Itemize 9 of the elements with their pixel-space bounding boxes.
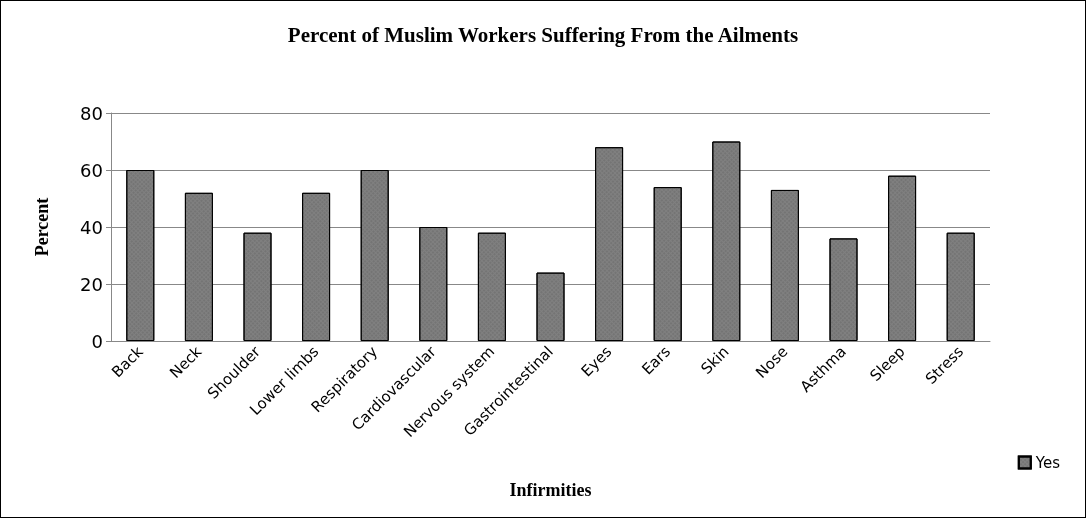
y-tick-label: 20 <box>80 273 103 295</box>
y-axis-title: Percent <box>32 197 52 257</box>
legend-label: Yes <box>1034 453 1061 472</box>
y-tick-label: 0 <box>91 330 103 352</box>
y-tick-label: 40 <box>80 216 103 238</box>
x-axis-title: Infirmities <box>509 480 592 500</box>
y-tick-label: 60 <box>80 159 103 181</box>
chart-title: Percent of Muslim Workers Suffering From the Ailments <box>287 22 799 47</box>
y-tick-label: 80 <box>80 102 103 124</box>
